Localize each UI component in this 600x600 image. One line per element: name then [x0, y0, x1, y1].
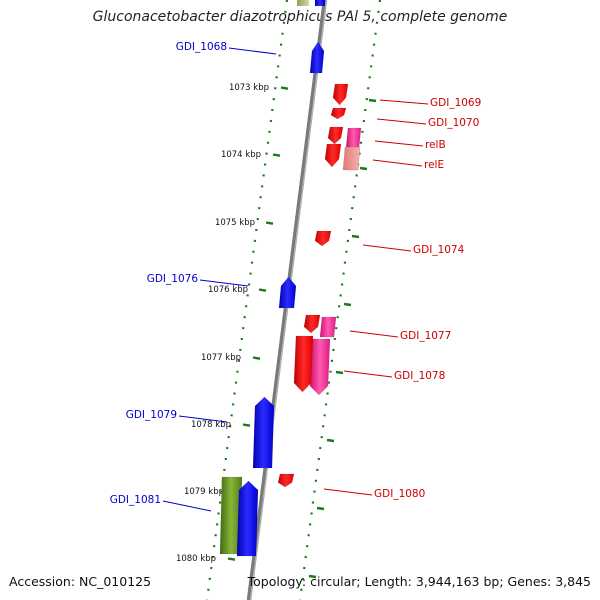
leader-line-gdi-1079 — [178, 415, 228, 423]
gene-label-gdi-1080: GDI_1080 — [374, 488, 425, 500]
tick-mark-6 — [242, 423, 251, 427]
tick-label-4: 1076 kbp — [208, 285, 248, 295]
tick-mark-4 — [258, 288, 267, 292]
gene-rele — [342, 146, 361, 171]
gene-label-gdi-1078: GDI_1078 — [394, 370, 445, 382]
gene-top-blue — [315, 0, 325, 6]
ruler-guides — [205, 0, 382, 600]
gene-label-gdi-1074: GDI_1074 — [413, 244, 465, 256]
leader-line-gdi-1070 — [376, 118, 427, 125]
tick-mark-outer-7 — [316, 506, 325, 511]
gene-relb — [345, 127, 362, 149]
tick-mark-outer-8 — [308, 574, 317, 579]
gene-gdi-1069 — [332, 83, 349, 106]
gene-gdi-1081 — [236, 480, 259, 557]
scale-ticks: 1073 kbp 1074 kbp 1075 kbp 1076 kbp 1077 kbp… — [176, 83, 377, 579]
tick-label-1: 1073 kbp — [229, 83, 269, 93]
tick-mark-outer-2 — [359, 166, 368, 171]
gene-gdi-1076 — [278, 276, 297, 309]
gene-label-gdi-1068: GDI_1068 — [176, 41, 227, 53]
ruler-guide-outer — [298, 0, 382, 600]
gene-features — [219, 41, 362, 557]
tick-mark-outer-4 — [343, 302, 352, 307]
tick-mark-8 — [227, 557, 236, 561]
tick-label-6: 1078 kbp — [191, 420, 231, 430]
leader-line-relb — [374, 140, 424, 147]
gene-label-gdi-1076: GDI_1076 — [147, 273, 199, 285]
tick-label-5: 1077 kbp — [201, 353, 241, 363]
gene-gdi-1080 — [277, 473, 295, 488]
tick-mark-1 — [280, 86, 289, 90]
genome-summary-text: Topology: circular; Length: 3,944,163 bp… — [247, 574, 591, 589]
gene-label-relb: relB — [425, 139, 446, 151]
tick-mark-outer-1 — [368, 98, 377, 103]
tick-mark-2 — [272, 153, 281, 157]
gene-red-small-a — [327, 126, 344, 145]
tick-label-8: 1080 kbp — [176, 554, 216, 564]
tick-mark-outer-5 — [335, 370, 344, 375]
ruler-guide-inner — [205, 0, 289, 600]
gene-top-olive — [297, 0, 309, 6]
gene-pink-small — [319, 316, 337, 338]
gene-gdi-1079 — [252, 396, 275, 469]
leader-line-gdi-1080 — [323, 488, 373, 496]
gene-labels: GDI_1068 GDI_1069 GDI_1070 relB relE GDI_1074… — [110, 41, 481, 512]
gene-red-small-b — [324, 143, 342, 168]
tick-label-3: 1075 kbp — [215, 218, 255, 228]
leader-line-gdi-1074 — [362, 244, 412, 252]
leader-line-gdi-1069 — [379, 99, 429, 105]
gene-gdi-1078 — [293, 335, 314, 393]
leader-line-gdi-1068 — [228, 47, 277, 55]
tick-label-7: 1079 kbp — [184, 487, 224, 497]
leader-line-gdi-1078 — [343, 370, 393, 378]
gene-label-gdi-1070: GDI_1070 — [428, 117, 479, 129]
leader-line-rele — [372, 159, 423, 167]
leader-line-gdi-1076 — [199, 279, 249, 287]
tick-mark-3 — [265, 221, 274, 225]
gene-label-rele: relE — [424, 159, 444, 171]
gene-gdi-1074 — [314, 230, 332, 247]
leader-line-gdi-1077 — [349, 330, 399, 338]
tick-label-2: 1074 kbp — [221, 150, 261, 160]
page-title: Gluconacetobacter diazotrophicus PAl 5, … — [92, 9, 508, 25]
gene-gdi-1077 — [303, 314, 321, 334]
gene-gdi-1070 — [330, 107, 347, 120]
accession-text: Accession: NC_010125 — [9, 574, 152, 589]
gene-label-gdi-1079: GDI_1079 — [126, 409, 177, 421]
gene-gdi-1068 — [309, 41, 325, 74]
tick-mark-5 — [252, 356, 261, 360]
gene-label-gdi-1069: GDI_1069 — [430, 97, 481, 109]
tick-mark-outer-6 — [326, 438, 335, 443]
gene-label-gdi-1077: GDI_1077 — [400, 330, 451, 342]
tick-mark-outer-3 — [351, 234, 360, 239]
leader-line-gdi-1081 — [162, 500, 212, 512]
gene-label-gdi-1081: GDI_1081 — [110, 494, 161, 506]
gene-pink-long — [309, 338, 331, 396]
